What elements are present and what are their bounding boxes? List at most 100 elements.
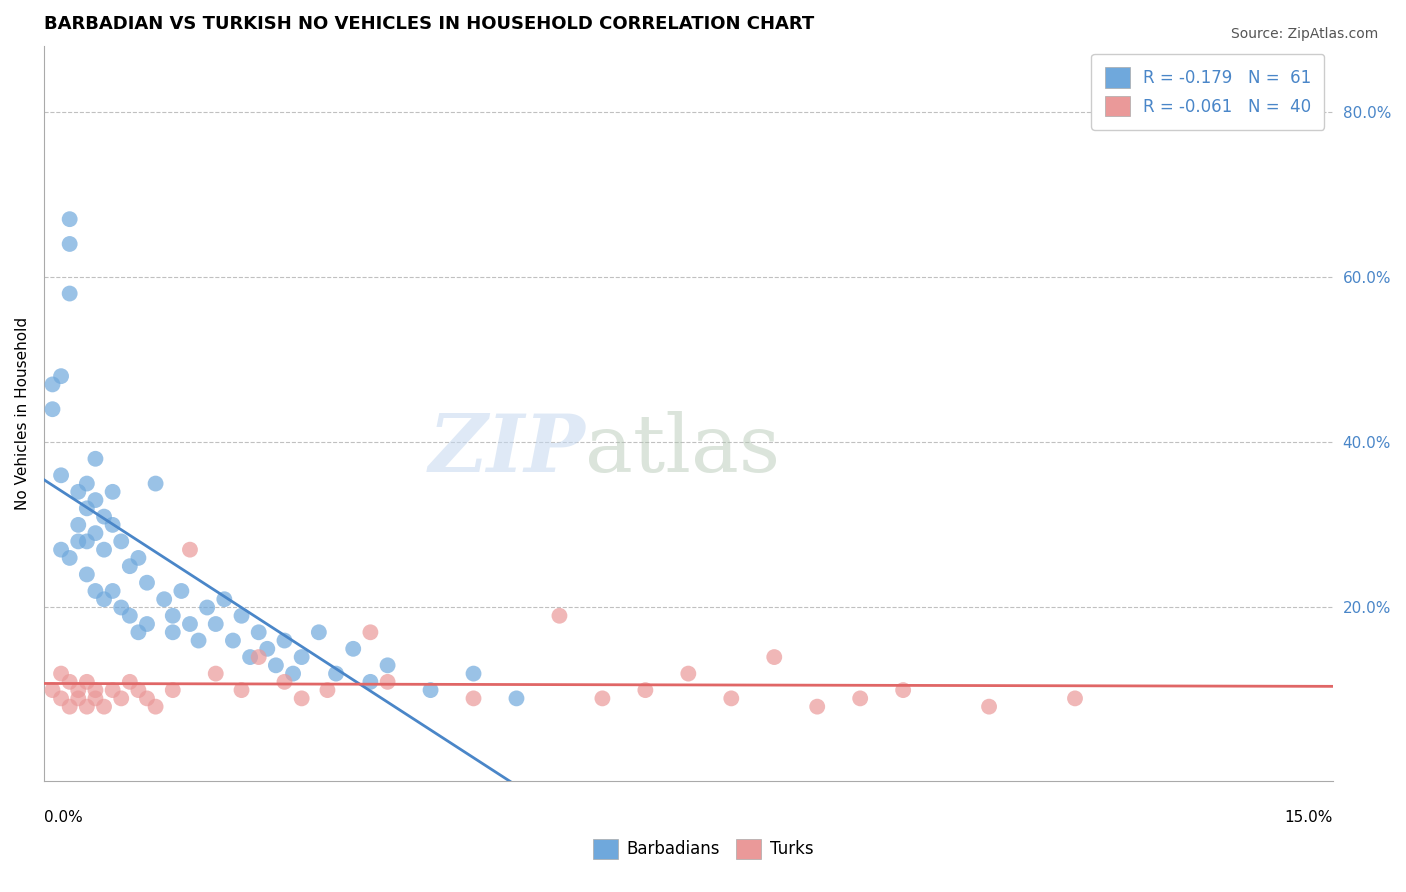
Point (419, 683, 441, 698)
Point (222, 633, 245, 648)
Point (67, 517, 90, 532)
Point (806, 699, 828, 714)
Point (179, 542, 201, 557)
Point (118, 674, 141, 689)
Text: ZIP: ZIP (429, 411, 585, 489)
Point (591, 691, 613, 706)
Point (273, 674, 295, 689)
Point (463, 666, 485, 681)
Point (67, 534, 90, 549)
Point (84, 451, 107, 466)
Point (93, 509, 115, 524)
Point (136, 575, 159, 590)
Point (136, 617, 159, 632)
Point (136, 691, 159, 706)
Point (505, 691, 527, 706)
Point (127, 683, 149, 698)
Point (118, 559, 141, 574)
Point (59, 674, 82, 689)
Point (204, 617, 226, 632)
Point (101, 517, 124, 532)
Point (264, 658, 287, 673)
Point (59, 286, 82, 301)
Point (548, 608, 571, 623)
Point (41, 683, 63, 698)
Point (145, 699, 167, 714)
Point (101, 484, 124, 499)
Point (162, 608, 184, 623)
Point (359, 674, 381, 689)
Point (93, 542, 115, 557)
Point (891, 683, 914, 698)
Point (76, 567, 98, 582)
Text: 0.0%: 0.0% (44, 811, 83, 825)
Text: 15.0%: 15.0% (1285, 811, 1333, 825)
Point (145, 476, 167, 491)
Point (84, 691, 107, 706)
Point (110, 534, 132, 549)
Point (214, 592, 236, 607)
Point (93, 592, 115, 607)
Point (59, 550, 82, 565)
Point (977, 699, 1000, 714)
Point (49, 542, 72, 557)
Point (342, 641, 364, 656)
Point (291, 691, 314, 706)
Y-axis label: No Vehicles in Household: No Vehicles in Household (15, 317, 30, 510)
Point (256, 641, 278, 656)
Point (316, 683, 339, 698)
Point (84, 493, 107, 508)
Point (849, 691, 872, 706)
Point (76, 476, 98, 491)
Point (179, 617, 201, 632)
Point (76, 501, 98, 516)
Point (67, 691, 90, 706)
Point (49, 468, 72, 483)
Point (84, 526, 107, 541)
Point (110, 600, 132, 615)
Point (678, 666, 700, 681)
Point (153, 592, 176, 607)
Point (195, 600, 218, 615)
Legend: Barbadians, Turks: Barbadians, Turks (586, 832, 820, 866)
Point (170, 584, 193, 599)
Point (101, 584, 124, 599)
Point (127, 550, 149, 565)
Point (76, 534, 98, 549)
Point (59, 236, 82, 251)
Point (187, 633, 209, 648)
Point (76, 699, 98, 714)
Point (110, 691, 132, 706)
Point (231, 683, 253, 698)
Point (239, 650, 262, 665)
Point (281, 666, 304, 681)
Point (41, 377, 63, 392)
Point (67, 683, 90, 698)
Point (41, 402, 63, 417)
Point (763, 650, 786, 665)
Point (247, 625, 270, 640)
Point (93, 699, 115, 714)
Point (67, 484, 90, 499)
Point (84, 683, 107, 698)
Point (127, 625, 149, 640)
Text: atlas: atlas (585, 411, 780, 489)
Point (118, 608, 141, 623)
Legend: R = -0.179   N =  61, R = -0.061   N =  40: R = -0.179 N = 61, R = -0.061 N = 40 (1091, 54, 1324, 129)
Point (59, 212, 82, 227)
Point (634, 683, 657, 698)
Point (247, 650, 270, 665)
Point (463, 691, 485, 706)
Point (291, 650, 314, 665)
Point (273, 633, 295, 648)
Point (204, 666, 226, 681)
Point (377, 658, 399, 673)
Point (359, 625, 381, 640)
Point (325, 666, 347, 681)
Point (720, 691, 742, 706)
Point (162, 625, 184, 640)
Point (308, 625, 330, 640)
Point (101, 683, 124, 698)
Point (59, 699, 82, 714)
Point (377, 674, 399, 689)
